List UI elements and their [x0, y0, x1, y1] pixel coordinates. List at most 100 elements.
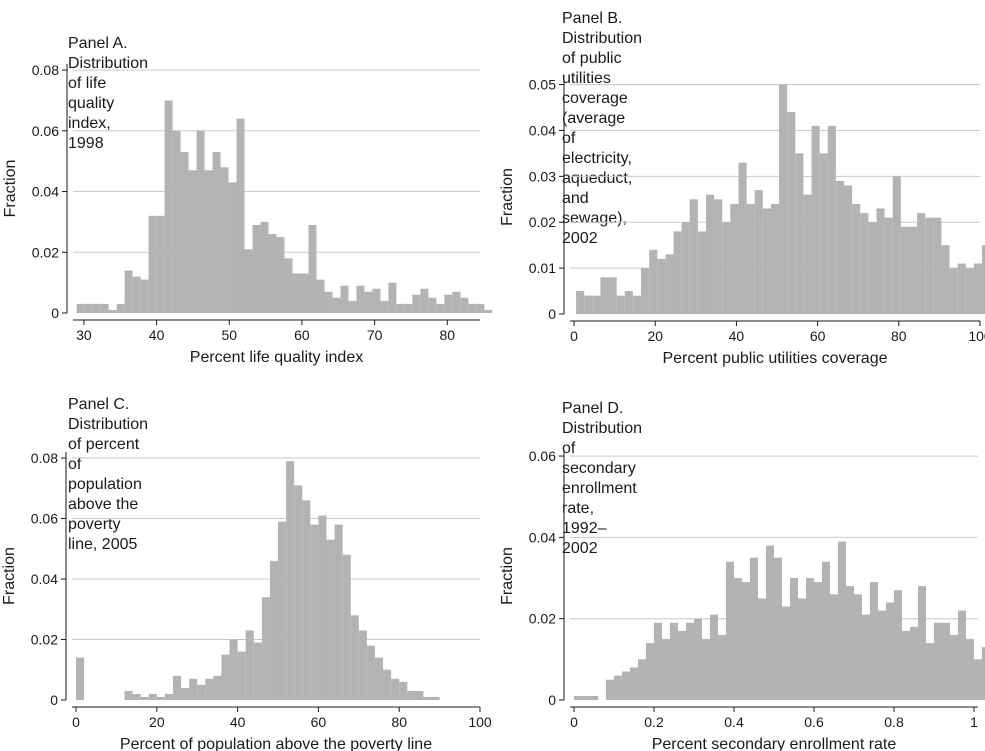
histogram-bar	[860, 213, 869, 314]
histogram-bar	[795, 153, 804, 314]
histogram-bar	[798, 598, 806, 700]
histogram-bar	[942, 622, 950, 700]
panel-c-title: Panel C. Distribution of percent of popu…	[68, 396, 149, 553]
histogram-bar	[705, 194, 715, 314]
histogram-bar	[484, 309, 493, 313]
y-tick-label: 0.02	[31, 632, 58, 648]
y-tick-label: 0.04	[529, 122, 556, 138]
histogram-bar	[415, 690, 424, 700]
x-tick-label: 0	[570, 714, 578, 730]
x-tick-label: 60	[810, 328, 826, 344]
x-tick-label: 100	[468, 714, 492, 730]
histogram-bar	[452, 291, 461, 313]
x-tick-label: 40	[230, 714, 246, 730]
x-tick-label: 30	[76, 327, 92, 343]
histogram-bar	[236, 118, 245, 313]
histogram-bar	[212, 152, 221, 313]
histogram-bar	[584, 295, 593, 314]
histogram-bar	[132, 276, 141, 313]
histogram-bar	[156, 215, 165, 313]
histogram-bar	[734, 578, 742, 700]
histogram-bar	[592, 295, 601, 314]
histogram-bar	[164, 100, 173, 313]
histogram-bar	[608, 277, 617, 314]
histogram-bar	[350, 615, 359, 700]
histogram-bar	[838, 541, 846, 700]
histogram-bar	[665, 254, 674, 314]
y-tick-label: 0.04	[31, 571, 58, 587]
histogram-bar	[958, 610, 966, 700]
histogram-bar	[286, 461, 295, 700]
histogram-bar	[657, 258, 666, 314]
histogram-bar	[148, 215, 157, 313]
histogram-bar	[407, 690, 416, 700]
histogram-bar	[925, 217, 934, 314]
histogram-bar	[221, 654, 230, 700]
histogram-bar	[576, 291, 585, 314]
histogram-bar	[632, 295, 642, 314]
histogram-bar	[356, 285, 365, 313]
y-tick-label: 0.01	[529, 260, 556, 276]
histogram-bar	[366, 645, 375, 700]
x-tick-label: 70	[367, 327, 383, 343]
histogram-bar	[268, 234, 277, 313]
histogram-bar	[714, 199, 723, 314]
histogram-bar	[766, 545, 774, 700]
histogram-bar	[746, 203, 755, 314]
x-tick-label: 50	[221, 327, 237, 343]
histogram-bar	[334, 524, 343, 700]
histogram-bar	[803, 194, 812, 314]
x-tick-label: 0.8	[884, 714, 904, 730]
histogram-bar	[673, 231, 682, 314]
histogram-bar	[124, 690, 133, 700]
y-tick-label: 0	[50, 692, 58, 708]
x-axis-title: Percent of population above the poverty …	[120, 736, 432, 751]
histogram-bar	[918, 586, 926, 700]
histogram-bar	[140, 279, 149, 313]
histogram-bar	[252, 224, 261, 313]
histogram-bar	[294, 485, 303, 700]
histogram-bar	[590, 695, 598, 700]
histogram-bar	[476, 303, 485, 313]
y-tick-label: 0	[51, 305, 59, 321]
histogram-bar	[894, 590, 902, 700]
histogram-bar	[654, 622, 662, 700]
histogram-bar	[228, 182, 237, 313]
histogram-bar	[196, 130, 205, 313]
histogram-bar	[681, 222, 690, 314]
histogram-bar	[300, 273, 309, 313]
y-tick-label: 0.08	[31, 450, 58, 466]
histogram-bar	[689, 199, 698, 314]
histogram-bar	[332, 297, 341, 313]
histogram-bar	[830, 594, 838, 700]
histogram-bar	[886, 602, 894, 700]
histogram-bar	[412, 294, 421, 313]
histogram-bar	[641, 268, 650, 314]
histogram-bar	[973, 263, 983, 314]
histogram-bar	[876, 208, 885, 314]
y-axis-title: Fraction	[499, 547, 516, 605]
histogram-bar	[694, 618, 702, 700]
histogram-bar	[318, 515, 327, 700]
panel-d-title: Panel D. Distribution of secondary enrol…	[562, 400, 643, 557]
histogram-bar	[76, 657, 85, 700]
histogram-bar	[324, 291, 333, 313]
histogram-bar	[229, 639, 238, 700]
histogram-bar	[762, 208, 771, 314]
histogram-bar	[982, 647, 985, 700]
x-axis-title: Percent secondary enrollment rate	[652, 736, 897, 751]
histogram-bar	[646, 643, 654, 700]
histogram-bar	[722, 222, 731, 314]
histogram-bar	[108, 309, 117, 313]
histogram-bar	[269, 560, 279, 700]
histogram-bar	[710, 614, 718, 700]
histogram-bar	[220, 167, 229, 313]
y-tick-label: 0.06	[32, 123, 59, 139]
x-tick-label: 60	[294, 327, 310, 343]
histogram-bar	[965, 268, 974, 314]
histogram-bar	[630, 667, 638, 700]
histogram-bar	[827, 125, 836, 314]
histogram-bar	[822, 561, 830, 700]
